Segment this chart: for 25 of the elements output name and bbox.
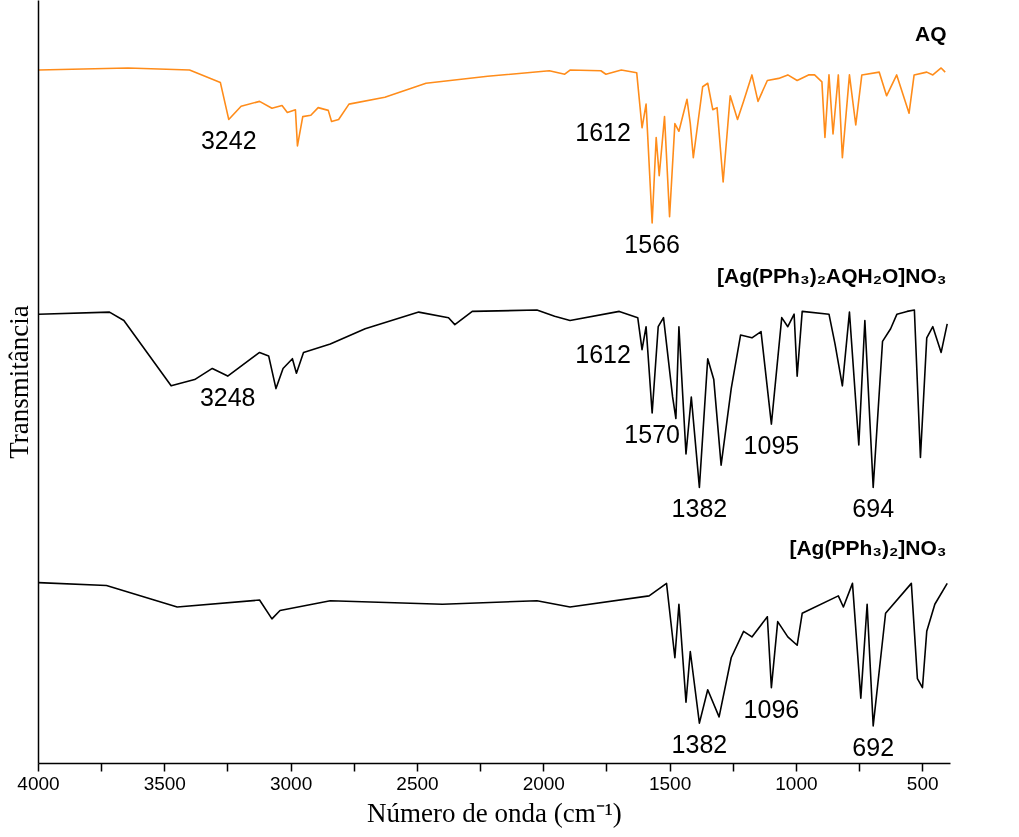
annotation: 1382 [671,494,728,523]
x-tick-label: 2500 [396,772,439,794]
x-tick-label: 3500 [143,772,186,794]
series-label: [Ag(PPh₃)₂AQH₂O]NO₃ [717,263,947,287]
annotation: 692 [852,732,895,761]
x-tick-label: 2000 [522,772,565,794]
annotation: 1612 [575,339,631,368]
series-label: AQ [915,21,947,45]
annotation: 1382 [671,730,728,759]
annotation: 694 [852,494,895,523]
annotation: 3242 [200,126,257,155]
annotation: 1096 [743,694,800,723]
x-tick-label: 3000 [270,772,313,794]
x-axis-title: Número de onda (cm⁻¹) [367,797,622,828]
series-label: [Ag(PPh₃)₂]NO₃ [789,536,947,560]
x-tick-label: 500 [906,772,939,794]
x-tick-label: 1500 [648,772,692,794]
y-axis-title: Transmitância [3,305,34,459]
x-tick-label: 4000 [17,772,60,794]
annotation: 3248 [199,383,256,412]
annotation: 1095 [743,431,800,460]
annotation: 1570 [624,419,680,448]
x-tick-label: 1000 [775,772,818,794]
annotation: 1612 [575,117,631,146]
annotation: 1566 [624,230,680,259]
